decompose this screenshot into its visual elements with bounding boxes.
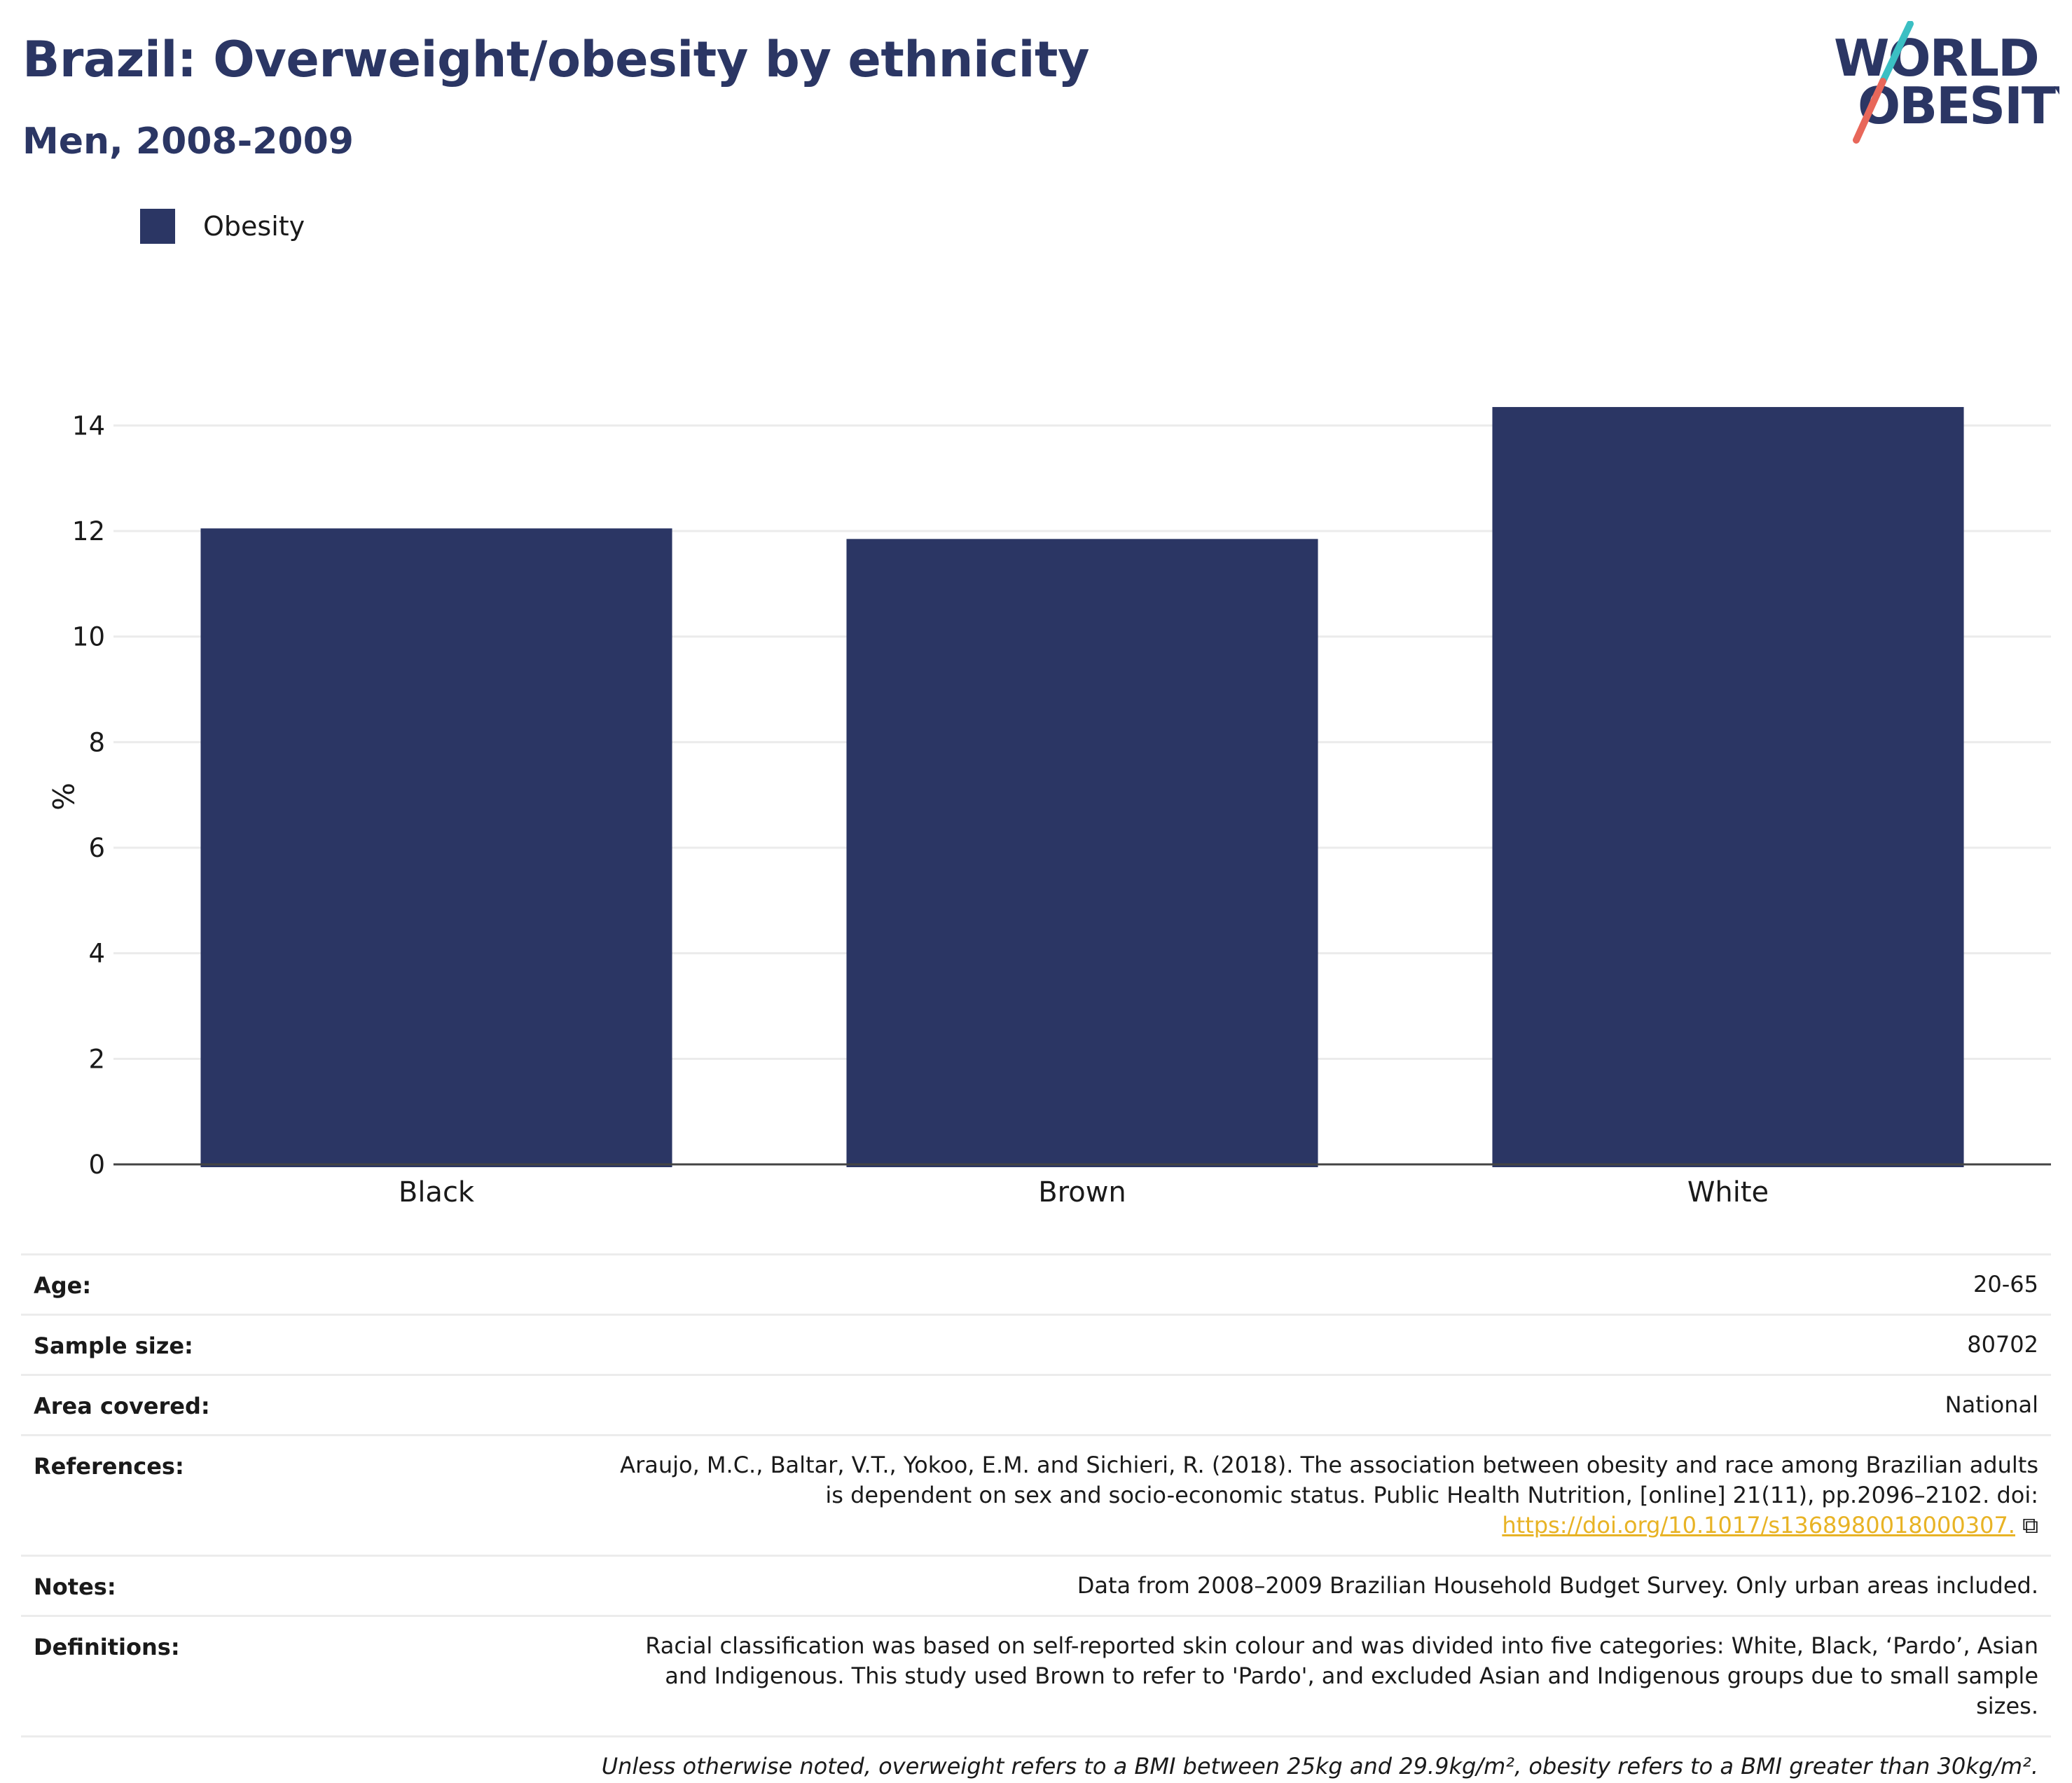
- x-axis-ticks: Black Brown White: [399, 1176, 1769, 1209]
- bar-black[interactable]: [200, 528, 672, 1167]
- bar-white[interactable]: [1492, 406, 1964, 1167]
- logo-text-world: WORLD: [1834, 29, 2038, 88]
- logo-slash-bottom: [1853, 78, 1886, 144]
- y-tick-label: 4: [88, 939, 105, 969]
- footnote-text: Unless otherwise noted, overweight refer…: [601, 1753, 2038, 1779]
- x-tick-label-white: White: [1687, 1176, 1769, 1209]
- sample-size-label: Sample size:: [34, 1333, 193, 1359]
- legend-label-obesity: Obesity: [203, 211, 305, 242]
- chart-title: Brazil: Overweight/obesity by ethnicity: [22, 31, 1090, 88]
- references-text: Araujo, M.C., Baltar, V.T., Yokoo, E.M. …: [620, 1452, 2038, 1508]
- y-tick-label: 12: [72, 516, 105, 546]
- x-tick-label-black: Black: [399, 1176, 475, 1209]
- info-row-sample-size: Sample size: 80702: [21, 1314, 2051, 1374]
- chart-legend[interactable]: Obesity: [140, 209, 305, 244]
- sample-size-value: 80702: [1967, 1331, 2038, 1358]
- references-label: References:: [34, 1453, 184, 1480]
- chart-subtitle: Men, 2008-2009: [22, 121, 354, 163]
- info-row-age: Age: 20-65: [21, 1253, 2051, 1314]
- y-axis-ticks: 0 2 4 6 8 10 12 14: [72, 411, 105, 1180]
- external-link-icon[interactable]: ⧉: [2022, 1512, 2038, 1538]
- area-covered-value: National: [1945, 1391, 2038, 1418]
- world-obesity-logo: WORLD OBESITY: [1834, 21, 2059, 144]
- definitions-label: Definitions:: [34, 1634, 180, 1660]
- info-row-notes: Notes: Data from 2008–2009 Brazilian Hou…: [21, 1555, 2051, 1615]
- age-value: 20-65: [1973, 1271, 2038, 1297]
- info-table: Age: 20-65 Sample size: 80702 Area cover…: [21, 1253, 2051, 1783]
- references-doi-link[interactable]: https://doi.org/10.1017/s136898001800030…: [1502, 1512, 2015, 1538]
- bars: [200, 406, 1964, 1167]
- logo-slash-top: [1879, 21, 1914, 85]
- logo-text-obesity: OBESITY: [1858, 76, 2059, 135]
- y-tick-label: 6: [88, 833, 105, 863]
- y-tick-label: 14: [72, 411, 105, 441]
- info-row-area-covered: Area covered: National: [21, 1374, 2051, 1434]
- bar-chart: 0 2 4 6 8 10 12 14 Black Brown White %: [46, 406, 2051, 1209]
- age-label: Age:: [34, 1272, 92, 1299]
- x-tick-label-brown: Brown: [1038, 1176, 1126, 1209]
- notes-value: Data from 2008–2009 Brazilian Household …: [1077, 1572, 2038, 1599]
- y-tick-label: 0: [88, 1150, 105, 1180]
- references-value: Araujo, M.C., Baltar, V.T., Yokoo, E.M. …: [602, 1436, 2038, 1555]
- legend-swatch-obesity: [140, 209, 175, 244]
- info-row-definitions: Definitions: Racial classification was b…: [21, 1615, 2051, 1735]
- bar-brown[interactable]: [846, 539, 1318, 1167]
- y-tick-label: 10: [72, 622, 105, 652]
- y-tick-label: 8: [88, 727, 105, 757]
- definitions-value: Racial classification was based on self-…: [645, 1632, 2038, 1719]
- notes-label: Notes:: [34, 1574, 116, 1600]
- y-axis-label: %: [46, 783, 80, 811]
- area-covered-label: Area covered:: [34, 1393, 210, 1419]
- info-row-references: References: Araujo, M.C., Baltar, V.T., …: [21, 1434, 2051, 1555]
- info-row-footnote: Unless otherwise noted, overweight refer…: [21, 1735, 2051, 1783]
- y-tick-label: 2: [88, 1044, 105, 1074]
